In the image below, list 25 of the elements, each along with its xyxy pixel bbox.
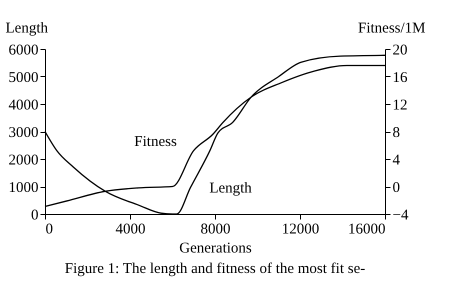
- x-tick-label: 4000: [116, 222, 146, 238]
- y2-tick-label: 12: [392, 98, 408, 114]
- y-tick-label: 2000: [8, 152, 38, 168]
- y-tick-label: 1000: [8, 180, 38, 196]
- series-label: Fitness: [134, 134, 177, 150]
- x-tick-label: 0: [46, 222, 53, 238]
- x-axis-title: Generations: [179, 240, 252, 256]
- y2-tick-label: 8: [392, 125, 400, 141]
- y2-tick-label: 4: [392, 152, 400, 168]
- y-tick-label: 6000: [8, 42, 38, 58]
- y2-tick-label: 20: [392, 42, 408, 58]
- y-tick-label: 3000: [8, 125, 38, 141]
- series-label: Length: [209, 180, 252, 196]
- y2-tick-label: −4: [392, 208, 409, 224]
- y-tick-label: 0: [31, 208, 38, 224]
- y2-tick-label: 0: [392, 180, 400, 196]
- x-tick-label: 12000: [282, 222, 320, 238]
- y2-tick-label: 16: [392, 70, 408, 86]
- caption: Figure 1: The length and fitness of the most fit se-: [64, 261, 366, 277]
- y-axis-title: Length: [6, 20, 48, 36]
- y-tick-label: 5000: [8, 70, 38, 86]
- x-tick-label: 8000: [200, 222, 230, 238]
- y-tick-label: 4000: [8, 98, 38, 114]
- x-tick-label: 16000: [348, 222, 386, 238]
- y2-axis-title: Fitness/1M: [358, 20, 426, 36]
